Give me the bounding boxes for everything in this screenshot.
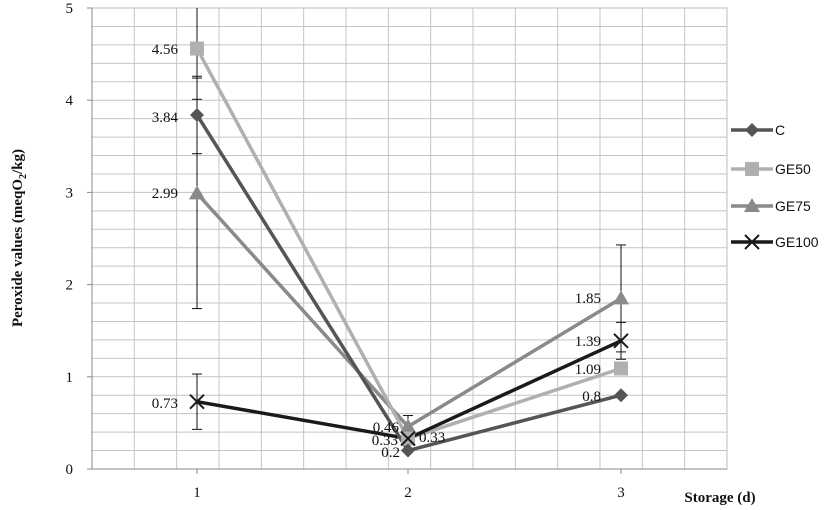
y-tick-label: 5	[66, 1, 74, 17]
y-axis-title-end: /kg)	[10, 149, 26, 175]
data-point-ge75	[613, 290, 629, 305]
gridlines	[91, 7, 728, 470]
legend-marker	[744, 198, 760, 212]
legend-marker	[745, 162, 759, 176]
y-tick-label: 4	[66, 93, 74, 109]
data-point-ge100	[189, 393, 205, 410]
marker-x-stroke	[189, 393, 205, 410]
data-label-ge100: 0.33	[419, 430, 445, 446]
data-label-ge50: 0.33	[372, 433, 398, 449]
data-label-ge75: 0.46	[373, 420, 400, 436]
marker-x-stroke	[613, 333, 629, 349]
legend-item-ge50: GE50	[731, 161, 811, 177]
y-axis-title: Peroxide values (meqO2/kg)	[10, 149, 29, 327]
data-label-c: 3.84	[152, 110, 179, 126]
data-point-ge100	[400, 430, 416, 447]
data-label-ge100: 1.39	[575, 334, 601, 350]
data-label-ge50: 4.56	[152, 42, 179, 58]
y-tick-label: 3	[66, 185, 74, 201]
axes: 0 1 2 3 4 5 1 2 3	[66, 1, 727, 501]
data-label-ge100: 0.73	[152, 396, 178, 412]
data-labels: 3.84 0.2 0.8 4.56 0.33 1.09 2.99 0.46 1.85 0.73 0.…	[152, 42, 601, 461]
marker-x-stroke	[744, 234, 760, 250]
data-point-ge100	[613, 333, 629, 349]
legend-label: C	[775, 122, 785, 138]
x-tick-label: 3	[617, 485, 625, 501]
x-tick-label: 1	[193, 485, 201, 501]
data-label-c: 0.8	[582, 389, 601, 405]
marker-x-stroke	[400, 430, 416, 447]
series-markers	[189, 41, 629, 458]
data-point-ge50	[614, 361, 628, 376]
data-label-ge75: 2.99	[152, 186, 178, 202]
x-tick-label: 2	[404, 485, 412, 501]
y-axis-title-sub: 2	[18, 174, 29, 179]
legend-label: GE75	[775, 198, 811, 214]
data-point-c	[190, 107, 204, 122]
plot-area	[91, 7, 728, 470]
data-point-c	[401, 443, 415, 458]
x-axis-title: Storage (d)	[684, 490, 755, 506]
data-label-ge50: 1.09	[575, 362, 601, 378]
legend-item-c: C	[731, 122, 785, 138]
legend-marker	[745, 123, 759, 137]
y-tick-label: 2	[66, 278, 74, 294]
y-axis-title-main: Peroxide values (meqO	[10, 179, 26, 327]
y-tick-label: 0	[66, 462, 74, 478]
legend-label: GE100	[775, 234, 819, 250]
y-tick-label: 1	[66, 370, 74, 386]
data-point-ge75	[400, 418, 416, 433]
legend: C GE50 GE75 GE100	[731, 122, 819, 250]
data-point-c	[614, 388, 628, 403]
legend-label: GE50	[775, 161, 811, 177]
data-point-ge50	[190, 41, 204, 56]
data-label-c: 0.2	[381, 445, 400, 461]
data-label-ge75: 1.85	[575, 291, 601, 307]
data-point-ge75	[189, 185, 205, 200]
legend-item-ge75: GE75	[731, 198, 811, 214]
legend-item-ge100: GE100	[731, 234, 819, 250]
legend-marker	[744, 234, 760, 250]
